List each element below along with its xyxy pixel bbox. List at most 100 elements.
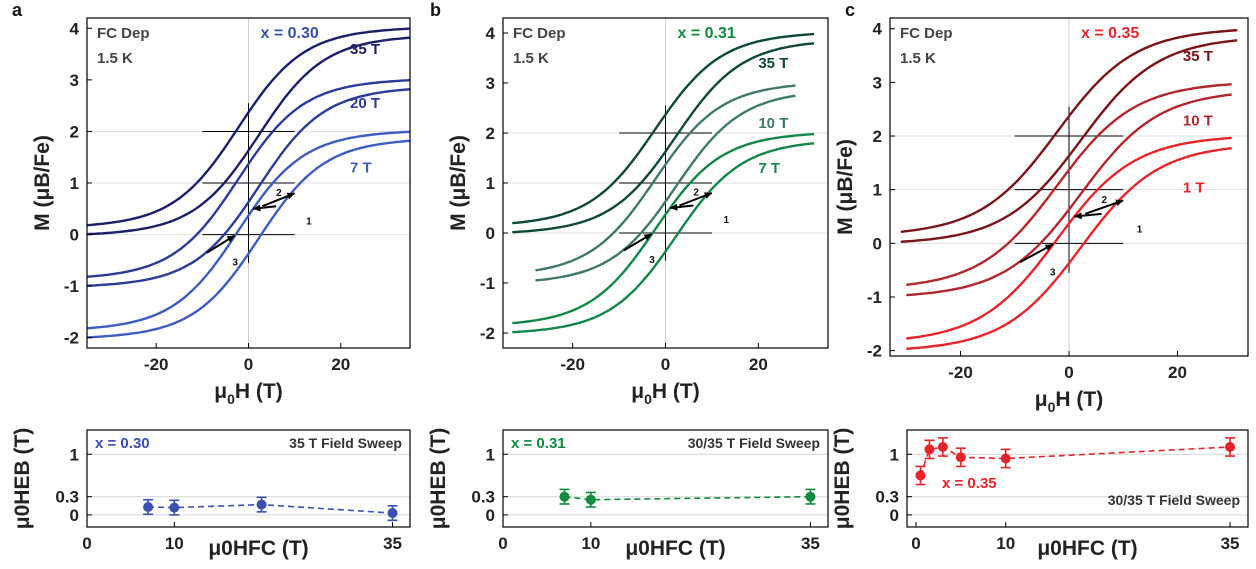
composition-text: x = 0.35 bbox=[942, 475, 997, 492]
data-point bbox=[924, 444, 935, 455]
sweep-number: 2 bbox=[693, 188, 699, 199]
x-axis-label: μ0H (T) bbox=[631, 380, 699, 407]
x-tick-label: 0 bbox=[82, 534, 91, 553]
exchange-bias-chart: 00.310 10 35x = 0.31 30/35 T Field Sweepμ0H… bbox=[427, 428, 829, 560]
data-point bbox=[1000, 453, 1011, 464]
data-point bbox=[256, 499, 267, 510]
composition-text: x = 0.30 bbox=[95, 435, 150, 452]
y-axis-label: μ0HEB (T) bbox=[427, 428, 450, 530]
sweep-arrowhead bbox=[1074, 212, 1082, 220]
series-1t-down bbox=[906, 136, 1232, 340]
field-label: 20 T bbox=[350, 95, 380, 112]
y-tick-label: 3 bbox=[873, 73, 882, 92]
trend-line bbox=[919, 446, 1231, 476]
sweep-number: 3 bbox=[649, 255, 655, 266]
sweep-number: 1 bbox=[724, 215, 730, 226]
plot-frame bbox=[906, 429, 1249, 528]
y-tick-label: 0 bbox=[873, 234, 882, 253]
field-label: 10 T bbox=[1183, 112, 1213, 129]
plot-frame bbox=[502, 429, 829, 528]
composition-text: x = 0.30 bbox=[261, 25, 319, 42]
sweep-number: 3 bbox=[232, 258, 238, 269]
field-label: 35 T bbox=[350, 41, 380, 58]
panel-c: c 35 T 10 T 1 T 1 2 3 -2 -1 0 1 2 3 4 -20 0 20 FC Dep 1.5 … bbox=[831, 0, 1249, 560]
y-tick-label: 0.3 bbox=[875, 488, 899, 507]
series-35t-up bbox=[512, 42, 815, 234]
hysteresis-chart: 35 T 10 T 7 T 1 2 3 -2 -1 0 1 2 3 4 -20 0 20 FC Dep 1.5 K… bbox=[447, 17, 829, 407]
temperature-text: 1.5 K bbox=[900, 50, 936, 67]
y-axis-label: M (μB/Fe) bbox=[31, 135, 54, 231]
y-tick-label: 0 bbox=[486, 224, 495, 243]
data-point bbox=[169, 502, 180, 513]
sweep-arrowhead bbox=[670, 203, 678, 211]
fc-dep-text: FC Dep bbox=[513, 25, 566, 42]
sweep-number: 1 bbox=[1137, 225, 1143, 236]
x-axis-label: μ0HFC (T) bbox=[1037, 537, 1137, 560]
data-point bbox=[143, 501, 154, 512]
y-tick-label: -1 bbox=[867, 288, 882, 307]
x-tick-label: 20 bbox=[1168, 363, 1187, 382]
series-7t-up bbox=[86, 139, 411, 339]
hysteresis-chart: 35 T 20 T 7 T 1 2 3 -2 -1 0 1 2 3 4 -20 0 20 FC Dep 1.5 K… bbox=[31, 17, 411, 407]
series-10t-up bbox=[906, 93, 1232, 297]
x-tick-label: 10 bbox=[996, 534, 1015, 553]
data-point bbox=[955, 452, 966, 463]
temperature-text: 1.5 K bbox=[97, 50, 133, 67]
sweep-number: 1 bbox=[306, 216, 312, 227]
x-axis-label: μ0HFC (T) bbox=[208, 537, 308, 560]
composition-text: x = 0.31 bbox=[678, 25, 736, 42]
x-tick-label: 0 bbox=[1064, 363, 1073, 382]
series-7t-down bbox=[512, 132, 815, 325]
sweep-arrowhead bbox=[226, 235, 235, 243]
y-tick-label: -2 bbox=[480, 324, 495, 343]
data-point bbox=[805, 491, 816, 502]
composition-text: x = 0.35 bbox=[1081, 25, 1139, 42]
panel-letter: a bbox=[12, 0, 23, 20]
y-tick-label: 2 bbox=[486, 124, 495, 143]
sweep-number: 3 bbox=[1050, 268, 1056, 279]
sweep-arrowhead bbox=[703, 192, 712, 199]
y-tick-label: 4 bbox=[486, 24, 496, 43]
exchange-bias-chart: 00.310 10 35x = 0.30 35 T Field Sweepμ0HFC … bbox=[11, 428, 411, 560]
y-tick-label: 3 bbox=[70, 71, 79, 90]
x-tick-label: 0 bbox=[244, 355, 253, 374]
series-20t-down bbox=[86, 79, 411, 278]
trend-line bbox=[564, 495, 811, 501]
series-1t-up bbox=[906, 147, 1232, 350]
fc-dep-text: FC Dep bbox=[97, 25, 150, 42]
data-point bbox=[585, 494, 596, 505]
series-10t-down bbox=[535, 84, 796, 272]
y-tick-label: -2 bbox=[867, 342, 882, 361]
field-label: 10 T bbox=[758, 115, 788, 132]
y-tick-label: 1 bbox=[890, 445, 899, 464]
y-tick-label: -2 bbox=[64, 329, 79, 348]
sweep-number: 2 bbox=[1102, 195, 1108, 206]
x-tick-label: -20 bbox=[948, 363, 973, 382]
panel-letter: b bbox=[430, 0, 441, 20]
y-tick-label: 2 bbox=[70, 122, 79, 141]
y-tick-label: 1 bbox=[486, 174, 495, 193]
sweep-arrowhead bbox=[1044, 244, 1053, 251]
field-label: 35 T bbox=[1183, 48, 1213, 65]
data-point bbox=[1225, 441, 1236, 452]
series-20t-up bbox=[86, 88, 411, 287]
y-tick-label: 4 bbox=[70, 19, 80, 38]
x-axis-label: μ0H (T) bbox=[1035, 388, 1103, 415]
x-tick-label: 35 bbox=[1221, 534, 1240, 553]
y-axis-label: M (μB/Fe) bbox=[447, 135, 470, 231]
y-tick-label: 0 bbox=[486, 506, 495, 525]
panel-b: b 35 T 10 T 7 T 1 2 3 -2 -1 0 1 2 3 4 -20 0 20 FC Dep 1.5 … bbox=[427, 0, 829, 560]
series-35t-up bbox=[86, 36, 411, 236]
y-tick-label: 0 bbox=[70, 506, 79, 525]
x-tick-label: 20 bbox=[331, 355, 350, 374]
sweep-arrowhead bbox=[253, 204, 261, 212]
x-tick-label: -20 bbox=[144, 355, 169, 374]
x-tick-label: 10 bbox=[581, 534, 600, 553]
series-35t-up bbox=[900, 39, 1238, 243]
y-tick-label: 0.3 bbox=[471, 488, 495, 507]
sweep-arrowhead bbox=[1115, 199, 1124, 207]
sweep-number: 2 bbox=[276, 188, 282, 199]
field-label: 1 T bbox=[1183, 179, 1205, 196]
plot-frame bbox=[86, 429, 411, 528]
fc-dep-text: FC Dep bbox=[900, 25, 953, 42]
